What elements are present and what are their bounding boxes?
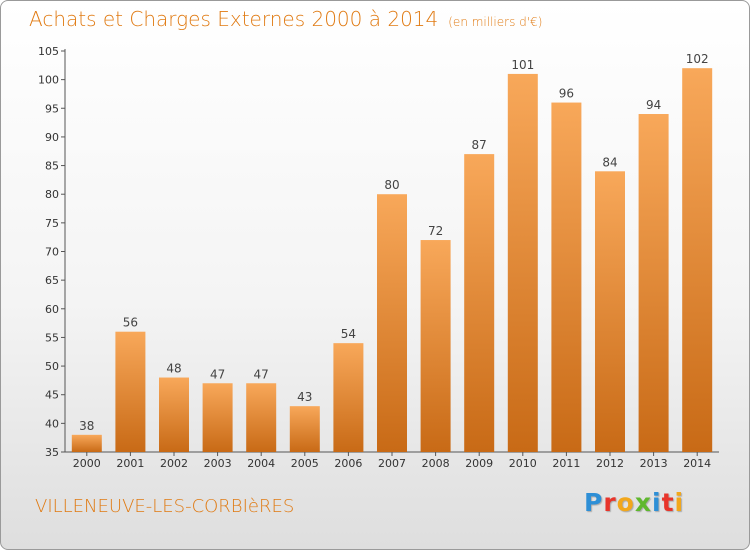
bar-2009 (464, 154, 495, 452)
x-tick-label: 2004 (247, 457, 275, 470)
logo-letter: o (616, 488, 635, 517)
bar-2004 (246, 383, 277, 452)
y-tick-label: 50 (45, 360, 59, 373)
x-tick-label: 2014 (683, 457, 711, 470)
bar-2006 (333, 343, 364, 452)
y-tick-label: 35 (45, 446, 59, 459)
data-label-2002: 48 (166, 362, 181, 376)
y-tick-label: 75 (45, 217, 59, 230)
data-label-2009: 87 (472, 138, 487, 152)
data-label-2011: 96 (559, 87, 574, 101)
chart-title-text: Achats et Charges Externes 2000 à 2014 (29, 7, 439, 31)
bar-2014 (682, 68, 713, 452)
x-tick-label: 2007 (378, 457, 406, 470)
x-tick-label: 2002 (160, 457, 188, 470)
logo-letter: i (674, 488, 685, 517)
bar-2013 (638, 114, 669, 452)
y-tick-label: 45 (45, 389, 59, 402)
logo-letter: i (652, 488, 662, 517)
logo-letter: x (634, 488, 652, 517)
x-tick-label: 2012 (596, 457, 624, 470)
x-tick-label: 2013 (640, 457, 668, 470)
bar-2005 (289, 406, 320, 452)
data-label-2012: 84 (602, 155, 617, 169)
x-tick-label: 2001 (116, 457, 144, 470)
y-tick-label: 105 (38, 45, 59, 58)
data-label-2003: 47 (210, 367, 225, 381)
data-label-2010: 101 (511, 58, 534, 72)
x-tick-label: 2009 (465, 457, 493, 470)
y-tick-label: 55 (45, 331, 59, 344)
data-label-2007: 80 (384, 178, 399, 192)
y-tick-label: 95 (45, 102, 59, 115)
data-label-2005: 43 (297, 390, 312, 404)
logo-letter: P (584, 488, 604, 517)
bar-2003 (202, 383, 233, 452)
chart-unit: (en milliers d'€) (448, 15, 543, 29)
bar-2000 (71, 434, 102, 452)
x-tick-label: 2006 (334, 457, 362, 470)
bar-2002 (159, 377, 189, 452)
x-tick-label: 2008 (422, 457, 450, 470)
data-label-2008: 72 (428, 224, 443, 238)
commune-name: VILLENEUVE-LES-CORBIèRES (35, 496, 295, 517)
data-label-2000: 38 (79, 419, 94, 433)
y-tick-label: 100 (38, 74, 59, 87)
bar-2011 (551, 102, 582, 453)
data-label-2013: 94 (646, 98, 661, 112)
chart-labels: 2000 38 2001 56 2002 48 2003 47 2004 47 2005 43 2006… (73, 52, 711, 470)
bar-2008 (420, 240, 451, 452)
x-tick-label: 2003 (204, 457, 232, 470)
logo-letter: t (661, 488, 675, 517)
logo-letter: r (603, 488, 617, 517)
data-label-2014: 102 (686, 52, 709, 66)
bar-2010 (507, 73, 538, 453)
y-tick-label: 65 (45, 274, 59, 287)
y-tick-label: 85 (45, 160, 59, 173)
chart-title: Achats et Charges Externes 2000 à 2014 (e… (29, 7, 542, 31)
data-label-2001: 56 (123, 316, 138, 330)
x-tick-label: 2011 (552, 457, 580, 470)
x-tick-label: 2000 (73, 457, 101, 470)
bar-2001 (115, 331, 146, 452)
bar-2012 (595, 171, 625, 453)
y-tick-label: 60 (45, 303, 59, 316)
chart-axes: 35 40 45 50 55 60 65 70 75 80 85 90 95 100 105 (38, 45, 719, 459)
x-tick-label: 2010 (509, 457, 537, 470)
x-tick-label: 2005 (291, 457, 319, 470)
data-label-2006: 54 (341, 327, 356, 341)
y-tick-label: 70 (45, 246, 59, 259)
y-tick-label: 80 (45, 188, 59, 201)
chart-bars (71, 68, 713, 453)
y-tick-label: 40 (45, 417, 59, 430)
bar-2007 (377, 194, 407, 452)
proxiti-logo: Proxiti (584, 488, 684, 517)
y-tick-label: 90 (45, 131, 59, 144)
data-label-2004: 47 (254, 367, 269, 381)
